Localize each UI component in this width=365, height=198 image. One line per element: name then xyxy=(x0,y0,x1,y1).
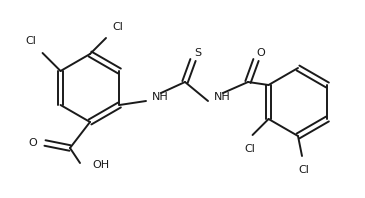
Text: O: O xyxy=(28,138,37,148)
Text: NH: NH xyxy=(152,92,169,102)
Text: NH: NH xyxy=(214,92,231,102)
Text: Cl: Cl xyxy=(244,144,255,154)
Text: Cl: Cl xyxy=(26,36,36,46)
Text: Cl: Cl xyxy=(112,22,123,32)
Text: S: S xyxy=(195,48,201,58)
Text: O: O xyxy=(257,48,265,58)
Text: OH: OH xyxy=(92,160,109,170)
Text: Cl: Cl xyxy=(299,165,310,175)
